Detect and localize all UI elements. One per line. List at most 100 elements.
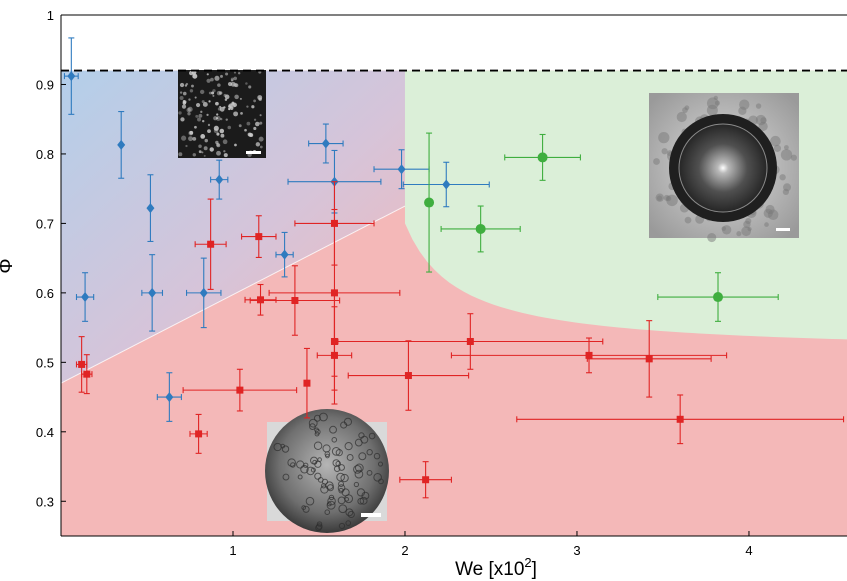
y-tick-label: 0.9 — [36, 77, 54, 92]
y-tick-label: 0.4 — [36, 425, 54, 440]
bubble-dot — [208, 100, 211, 103]
bubble-ring — [332, 459, 341, 467]
bubble-dot — [251, 105, 255, 109]
blue-data-point — [210, 159, 229, 200]
bubble-dot — [206, 73, 209, 76]
bubble-ring — [308, 418, 318, 428]
bubble-dot — [180, 117, 185, 122]
bubble-dot — [245, 82, 248, 85]
bubble-dot — [188, 98, 191, 101]
bubble-dot — [191, 84, 194, 88]
satellite-droplet — [784, 145, 789, 150]
blue-data-point — [75, 272, 95, 322]
bubble-dot — [220, 74, 223, 78]
bubble-ring — [359, 496, 368, 505]
bubble-dot — [194, 125, 197, 129]
axes: 1 2 3 4 0.3 0.4 0.5 0.6 0.7 0.8 0.9 1 — [36, 8, 847, 558]
bubble-dot — [259, 145, 263, 149]
bubble-dot — [201, 151, 204, 154]
bubble-dot — [184, 84, 188, 87]
x-tick-label: 3 — [573, 543, 580, 558]
bubble-ring — [366, 449, 373, 456]
bubble-dot — [181, 135, 187, 141]
satellite-droplet — [721, 225, 732, 235]
bubble-ring — [326, 500, 336, 510]
bubble-ring — [338, 464, 345, 471]
bubble-ring — [314, 472, 322, 480]
bubble-dot — [206, 113, 209, 116]
bubble-ring — [317, 457, 322, 462]
bubble-dot — [259, 121, 263, 125]
bubble-ring — [313, 414, 321, 422]
bubble-ring — [340, 473, 349, 483]
bubble-dot — [213, 116, 218, 121]
bubble-dot — [224, 94, 230, 100]
bubble-dot — [225, 72, 229, 76]
bubble-ring — [331, 437, 338, 443]
satellite-droplet — [743, 220, 751, 229]
bubble-dot — [202, 119, 205, 123]
x-axis-label: We [x102] — [455, 555, 537, 580]
bubble-dot — [219, 106, 225, 112]
bubble-ring — [302, 505, 310, 513]
y-tick-label: 0.8 — [36, 147, 54, 162]
bubble-ring — [316, 523, 323, 530]
red-data-point — [337, 313, 604, 370]
blue-region — [61, 70, 405, 384]
inset-background — [178, 70, 266, 158]
bubble-dot — [192, 153, 197, 157]
bubble-dot — [228, 107, 231, 111]
bubble-dot — [178, 152, 183, 157]
bubble-ring — [345, 508, 354, 517]
bubble-dot — [229, 106, 234, 110]
bubble-dot — [207, 123, 211, 127]
bubble-dot — [222, 139, 228, 145]
x-tick-label: 2 — [401, 543, 408, 558]
blue-data-point — [63, 37, 79, 115]
red-data-point — [586, 320, 712, 398]
scale-bar — [246, 151, 261, 154]
bubble-dot — [216, 132, 220, 136]
bubble-dot — [233, 111, 239, 117]
bubble-dot — [212, 89, 216, 93]
y-tick-label: 0.3 — [36, 494, 54, 509]
bubble-ring — [310, 467, 316, 473]
y-axis-label: Φ — [0, 258, 17, 273]
bubble-dot — [240, 111, 243, 115]
bubble-dot — [216, 142, 220, 147]
bubble-dot — [216, 113, 219, 116]
square-marker — [676, 415, 684, 423]
inset-images — [178, 69, 799, 533]
bubble-ring — [319, 412, 328, 422]
satellite-droplet — [736, 231, 742, 237]
satellite-droplet — [707, 233, 717, 243]
bubble-dot — [179, 91, 183, 94]
bubble-ring — [324, 509, 331, 515]
bubble-dot — [189, 89, 194, 93]
green-data-point — [657, 272, 779, 322]
bubble-ring — [314, 431, 320, 437]
square-marker — [404, 372, 412, 380]
bubble-dot — [213, 128, 219, 134]
bubble-ring — [336, 472, 345, 482]
droplet-face — [678, 123, 768, 213]
satellite-droplet — [755, 103, 762, 109]
bubble-dot — [216, 150, 221, 156]
bubble-ring — [338, 480, 345, 487]
satellite-droplet — [747, 226, 752, 232]
blue-regime-inset-image — [178, 69, 266, 158]
satellite-droplet — [713, 95, 718, 101]
red-series — [75, 181, 845, 499]
bubble-dot — [178, 111, 182, 115]
red-data-point — [316, 306, 353, 405]
bubble-dot — [207, 129, 211, 134]
satellite-droplet — [779, 174, 786, 181]
bubble-ring — [329, 425, 337, 434]
satellite-droplet — [755, 114, 767, 126]
bubble-ring — [377, 461, 384, 467]
red-data-point — [189, 413, 208, 454]
diamond-marker — [280, 249, 289, 260]
square-marker — [78, 360, 86, 368]
bubble-dot — [225, 118, 228, 121]
blue-series — [63, 37, 490, 422]
